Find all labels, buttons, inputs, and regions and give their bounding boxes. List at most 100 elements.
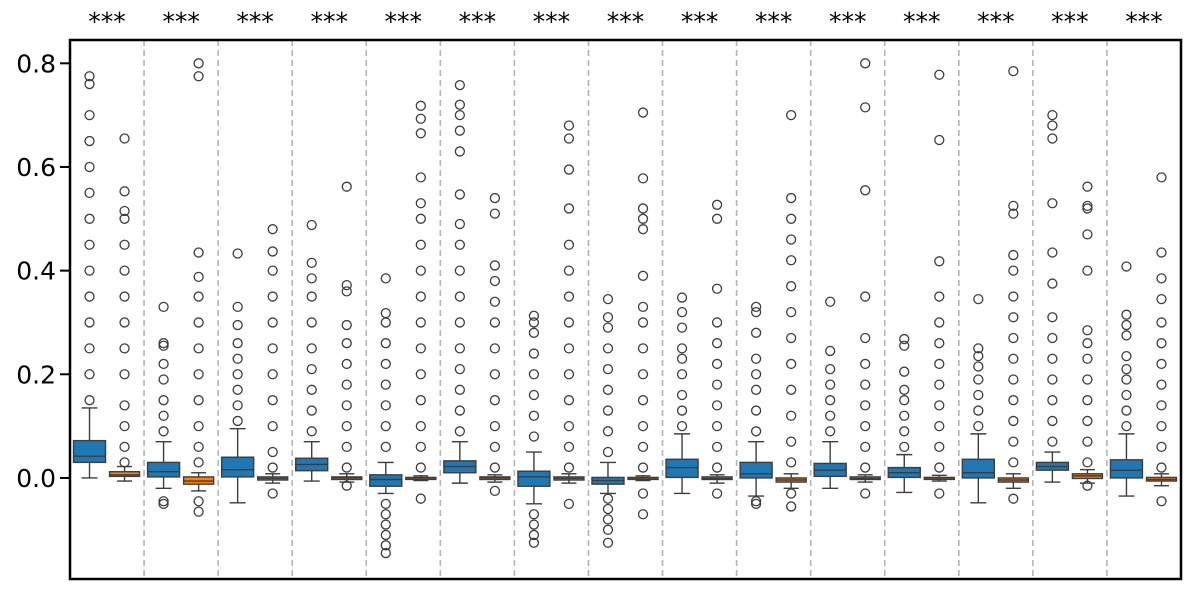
outlier-point	[528, 310, 540, 321]
outlier-point	[158, 374, 169, 385]
outlier-point	[454, 218, 466, 230]
outlier-point	[750, 301, 762, 313]
outlier-point	[1156, 247, 1167, 258]
significance-marker: ***	[533, 7, 571, 36]
outlier-point	[1156, 420, 1167, 432]
outlier-point	[1047, 395, 1058, 406]
outlier-point	[489, 343, 501, 354]
outlier-point	[454, 384, 466, 395]
outlier-point	[267, 446, 278, 458]
outlier-point	[676, 306, 688, 318]
box-series	[72, 58, 1178, 559]
outlier-point	[563, 369, 575, 380]
outlier-point	[1082, 265, 1093, 276]
outlier-point	[119, 213, 130, 224]
outlier-point	[750, 426, 762, 437]
outlier-point	[415, 441, 426, 452]
outlier-point	[528, 369, 540, 380]
outlier-point	[825, 379, 836, 390]
outlier-point	[119, 317, 130, 328]
outlier-point	[934, 400, 945, 411]
outlier-point	[415, 100, 426, 111]
iqr-box	[739, 461, 773, 479]
outlier-point	[341, 358, 352, 370]
outlier-point	[1156, 172, 1167, 183]
outlier-point	[306, 363, 317, 375]
outlier-point	[1047, 415, 1058, 427]
outlier-point	[711, 213, 723, 224]
outlier-point	[454, 79, 466, 91]
outlier-point	[711, 400, 723, 411]
outlier-point	[415, 369, 426, 380]
box-group	[1109, 172, 1178, 507]
iqr-box	[665, 458, 699, 479]
outlier-point	[119, 205, 130, 217]
outlier-point	[786, 436, 797, 447]
outlier-point	[1121, 319, 1132, 331]
outlier-point	[415, 493, 426, 504]
outlier-point	[1082, 480, 1093, 491]
outlier-point	[341, 379, 352, 390]
outlier-point	[637, 270, 649, 281]
box-group	[1035, 109, 1104, 491]
outlier-point	[193, 457, 204, 468]
outlier-point	[637, 462, 649, 473]
outlier-point	[380, 519, 391, 530]
outlier-point	[193, 369, 204, 380]
outlier-point	[825, 296, 836, 307]
outlier-point	[1121, 374, 1132, 385]
outlier-point	[1047, 133, 1058, 144]
outlier-point	[84, 161, 95, 173]
outlier-point	[1156, 441, 1167, 452]
outlier-point	[637, 488, 649, 499]
outlier-point	[193, 291, 204, 302]
outlier-point	[454, 239, 466, 250]
outlier-point	[973, 293, 984, 305]
outlier-point	[193, 441, 204, 452]
outlier-point	[84, 343, 95, 354]
outlier-point	[786, 488, 797, 499]
outlier-point	[454, 146, 466, 157]
outlier-point	[1008, 65, 1019, 77]
outlier-point	[306, 219, 317, 231]
outlier-point	[602, 312, 614, 323]
outlier-point	[306, 257, 317, 269]
outlier-point	[193, 496, 204, 507]
outlier-point	[860, 58, 871, 69]
outlier-point	[676, 353, 688, 364]
outlier-point	[267, 246, 278, 257]
outlier-point	[267, 462, 278, 473]
box-group	[739, 109, 807, 512]
outlier-point	[825, 363, 836, 375]
outlier-point	[563, 239, 575, 250]
outlier-point	[341, 462, 352, 473]
outlier-point	[119, 133, 130, 144]
outlier-point	[899, 384, 910, 395]
significance-marker: ***	[310, 7, 348, 36]
outlier-point	[193, 317, 204, 328]
outlier-point	[341, 286, 352, 297]
box-group	[146, 58, 215, 517]
outlier-point	[934, 317, 945, 328]
significance-marker: ***	[162, 7, 200, 36]
outlier-point	[934, 379, 945, 390]
outlier-point	[232, 338, 243, 349]
outlier-point	[711, 358, 723, 370]
box-group	[220, 224, 289, 504]
outlier-point	[267, 265, 278, 276]
outlier-point	[899, 441, 910, 452]
outlier-point	[637, 173, 649, 184]
outlier-point	[899, 395, 910, 406]
outlier-point	[380, 400, 391, 411]
outlier-point	[232, 301, 243, 313]
outlier-point	[973, 361, 984, 372]
outlier-point	[1082, 395, 1093, 406]
outlier-point	[899, 426, 910, 437]
outlier-point	[119, 441, 130, 452]
outlier-point	[415, 239, 426, 250]
outlier-point	[1156, 400, 1167, 411]
outlier-point	[1082, 457, 1093, 468]
outlier-point	[119, 369, 130, 380]
outlier-point	[1047, 120, 1058, 131]
outlier-point	[158, 496, 169, 507]
